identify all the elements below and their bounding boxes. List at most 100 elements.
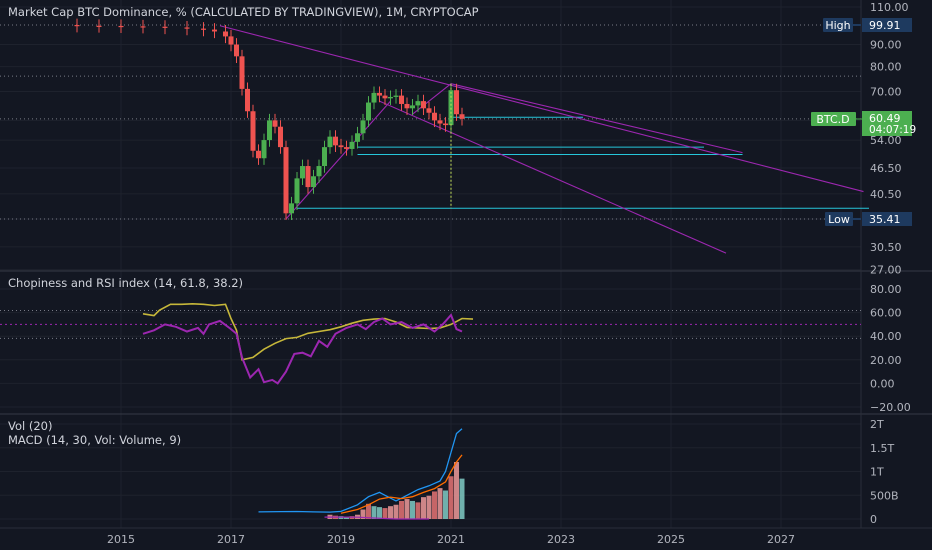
volume-bar[interactable]: [415, 502, 421, 519]
candle-body[interactable]: [371, 92, 377, 103]
volume-bar[interactable]: [410, 500, 415, 519]
candle-body[interactable]: [256, 150, 261, 159]
trendlines[interactable]: [219, 25, 864, 254]
volume-bar[interactable]: [426, 495, 432, 519]
candle-body[interactable]: [162, 26, 168, 28]
symbol-label: BTC.D: [816, 113, 849, 126]
volume-bar[interactable]: [371, 506, 377, 519]
low-value-box: [862, 212, 912, 226]
volume-bar[interactable]: [344, 516, 349, 519]
candle-body[interactable]: [272, 120, 278, 127]
volume-bar[interactable]: [459, 478, 465, 519]
price-tick-label: 46.50: [870, 162, 902, 175]
vol-macd-panel[interactable]: Vol (20) MACD (14, 30, Vol: Volume, 9) 2…: [8, 418, 899, 526]
candle-body[interactable]: [228, 36, 234, 45]
trendline[interactable]: [450, 83, 743, 154]
candle-body[interactable]: [360, 120, 366, 134]
chop-tick-label: 60.00: [870, 307, 902, 320]
candle-body[interactable]: [184, 27, 190, 29]
candle-body[interactable]: [432, 112, 437, 121]
candle-body[interactable]: [437, 120, 443, 124]
chop-tick-label: 40.00: [870, 330, 902, 343]
candle-body[interactable]: [289, 203, 294, 214]
candle-body[interactable]: [212, 29, 217, 32]
candle-body[interactable]: [316, 166, 322, 177]
chop-rsi-panel[interactable]: Chopiness and RSI index (14, 61.8, 38.2)…: [0, 276, 911, 414]
candle-body[interactable]: [448, 90, 454, 126]
trendline[interactable]: [379, 100, 727, 254]
price-panel[interactable]: Market Cap BTC Dominance, % (CALCULATED …: [0, 1, 916, 277]
candle-body[interactable]: [234, 44, 239, 57]
candle-body[interactable]: [239, 56, 245, 89]
volume-bar[interactable]: [366, 503, 371, 519]
candle-body[interactable]: [305, 166, 311, 188]
candle-body[interactable]: [338, 145, 344, 148]
candle-body[interactable]: [355, 133, 360, 142]
candle-body[interactable]: [96, 25, 102, 27]
candle-body[interactable]: [201, 28, 206, 30]
candle-body[interactable]: [74, 25, 80, 27]
candle-body[interactable]: [404, 103, 410, 109]
candle-body[interactable]: [421, 101, 426, 109]
volume-bar[interactable]: [437, 488, 443, 519]
volume-bar[interactable]: [388, 506, 393, 519]
candle-body[interactable]: [322, 147, 327, 167]
candlestick-series[interactable]: [74, 18, 465, 220]
candle-body[interactable]: [415, 101, 421, 106]
volume-bars[interactable]: [327, 462, 465, 520]
candle-body[interactable]: [250, 111, 256, 151]
horizontal-levels[interactable]: [297, 116, 869, 209]
candle-body[interactable]: [459, 114, 465, 119]
candle-body[interactable]: [344, 147, 349, 149]
candle-body[interactable]: [388, 96, 393, 99]
candle-body[interactable]: [267, 120, 272, 141]
volume-bar[interactable]: [399, 500, 404, 519]
trendline[interactable]: [412, 83, 452, 115]
candle-body[interactable]: [261, 140, 267, 159]
trendline[interactable]: [219, 25, 864, 193]
candle-body[interactable]: [393, 95, 399, 97]
volume-bar[interactable]: [443, 490, 448, 520]
candle-body[interactable]: [366, 102, 371, 121]
candle-body[interactable]: [443, 123, 448, 126]
high-marker: High 99.91: [823, 18, 912, 32]
volume-bar[interactable]: [377, 507, 382, 519]
signal-line[interactable]: [340, 454, 463, 514]
candle-body[interactable]: [399, 95, 404, 104]
high-label-box: [823, 18, 853, 32]
time-axis[interactable]: 2015 2017 2019 2021 2023 2025 2027: [107, 533, 795, 546]
volume-bar[interactable]: [360, 509, 366, 520]
candle-body[interactable]: [382, 95, 388, 99]
histogram-line[interactable]: [324, 516, 430, 520]
candle-body[interactable]: [278, 126, 283, 148]
candle-body[interactable]: [410, 105, 415, 109]
trendline[interactable]: [285, 100, 391, 220]
candle-body[interactable]: [327, 136, 333, 148]
candle-body[interactable]: [118, 25, 124, 28]
volume-bar[interactable]: [448, 476, 454, 519]
candle-body[interactable]: [300, 166, 305, 179]
candle-body[interactable]: [311, 176, 316, 188]
volume-bar[interactable]: [382, 508, 388, 519]
volume-bar[interactable]: [421, 497, 426, 519]
chop-axis[interactable]: 80.00 60.00 40.00 20.00 0.00 −20.00: [870, 283, 911, 414]
candle-body[interactable]: [377, 92, 382, 96]
candle-body[interactable]: [426, 108, 432, 113]
candle-body[interactable]: [223, 31, 228, 37]
volume-bar[interactable]: [404, 499, 410, 519]
candle-body[interactable]: [245, 88, 250, 112]
candle-body[interactable]: [349, 141, 355, 149]
volume-bar[interactable]: [454, 462, 459, 519]
candle-body[interactable]: [294, 178, 300, 204]
volume-bar[interactable]: [432, 491, 437, 519]
candle-body[interactable]: [454, 90, 459, 115]
candle-body[interactable]: [283, 147, 289, 214]
candle-body[interactable]: [140, 26, 146, 28]
price-tick-label: 40.50: [870, 188, 902, 201]
candle-body[interactable]: [333, 136, 338, 146]
vol-axis[interactable]: 2T 1.5T 1T 500B 0: [870, 418, 899, 526]
macd-line[interactable]: [258, 428, 463, 513]
volume-bar[interactable]: [393, 504, 399, 519]
rsi-line[interactable]: [142, 313, 463, 385]
